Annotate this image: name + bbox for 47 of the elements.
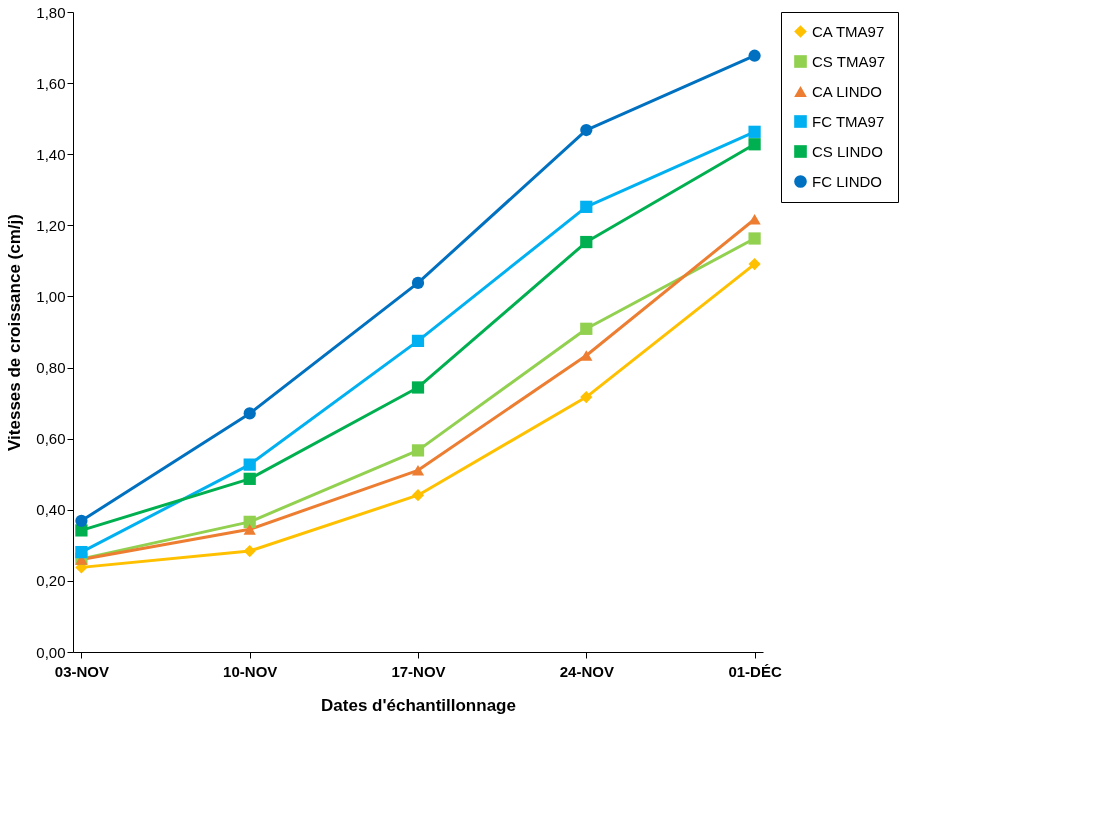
point	[748, 125, 761, 138]
legend-label: FC LINDO	[812, 172, 883, 190]
x-tick-label: 01-DÉC	[728, 662, 782, 680]
x-tick-label: 24-NOV	[559, 662, 614, 680]
point	[243, 544, 256, 558]
point	[411, 276, 425, 290]
legend-label: CS TMA97	[812, 52, 886, 70]
x-tick-label: 10-NOV	[223, 662, 278, 680]
legend-label: FC TMA97	[812, 112, 885, 130]
y-tick-label: 1,00	[36, 287, 66, 305]
point	[243, 458, 256, 471]
y-tick-label: 1,80	[36, 3, 66, 21]
point	[243, 407, 256, 420]
point	[580, 123, 593, 137]
point	[748, 232, 761, 245]
y-tick-label: 0,80	[36, 359, 66, 377]
point	[748, 49, 761, 62]
x-axis-title: Dates d'échantillonnage	[321, 695, 516, 715]
legend-label: CA TMA97	[812, 22, 885, 40]
y-tick-label: 1,20	[36, 216, 66, 234]
y-tick-label: 0,40	[36, 501, 66, 519]
y-tick-label: 1,40	[36, 145, 66, 163]
point	[748, 257, 761, 271]
point	[748, 138, 761, 151]
point	[580, 390, 593, 404]
point	[580, 322, 593, 335]
y-tick-label: 0,20	[36, 572, 66, 590]
y-axis-title: Vitesses de croissance (cm/j)	[5, 214, 25, 451]
y-tick-label: 0,00	[36, 643, 66, 661]
point	[580, 200, 593, 213]
point	[580, 235, 593, 249]
x-tick-label: 03-NOV	[54, 662, 110, 680]
legend-label: CA LINDO	[812, 82, 883, 100]
point	[75, 514, 88, 527]
y-tick-label: 0,60	[36, 430, 66, 448]
point	[411, 465, 425, 476]
legend-label: CS LINDO	[812, 142, 883, 160]
point	[580, 350, 593, 361]
point	[411, 334, 425, 348]
x-tick-label: 17-NOV	[391, 662, 446, 680]
point	[411, 489, 425, 502]
point	[75, 545, 88, 559]
point	[243, 472, 256, 485]
y-tick-label: 1,60	[36, 74, 66, 92]
point	[243, 524, 256, 535]
point	[411, 444, 425, 457]
point	[411, 381, 425, 394]
